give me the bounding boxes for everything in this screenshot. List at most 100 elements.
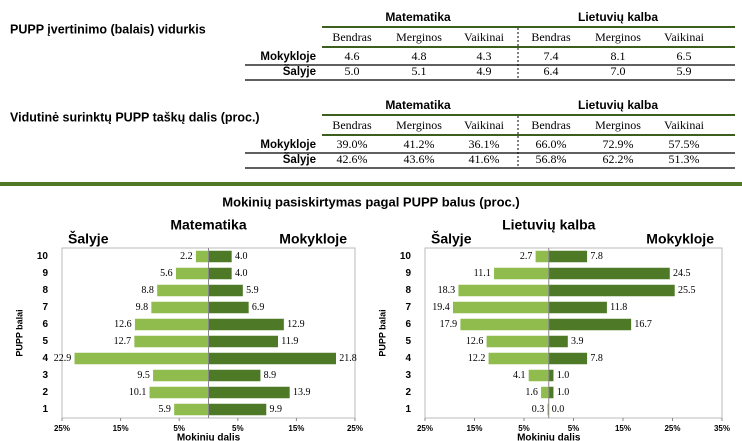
x-tick-label: 25% [347,424,363,433]
data-label: 9.8 [136,302,149,313]
cell: 7.4 [544,49,559,63]
data-label: 5.6 [160,268,173,279]
group-header: Matematika [385,98,451,112]
data-label: 12.9 [287,319,305,330]
y-tick-label: 4 [405,353,411,364]
data-label: 0.3 [532,404,545,415]
column-header: Vaikinai [664,30,705,44]
bar [452,301,549,314]
bar [488,352,549,365]
legend-label: Mokykloje [646,231,714,247]
bar [548,369,554,382]
data-label: 4.0 [235,251,248,262]
table-title: PUPP įvertinimo (balais) vidurkis [10,22,206,36]
cell: 36.1% [469,137,500,151]
bar [208,301,250,314]
column-header: Merginos [595,30,641,44]
row-label: Mokykloje [260,51,316,63]
x-tick-label: 15% [113,424,129,433]
column-header: Bendras [531,118,571,132]
data-label: 16.7 [634,319,652,330]
bar [208,369,261,382]
data-label: 2.7 [520,251,533,262]
legend-label: Šalyje [431,230,472,247]
column-header: Vaikinai [464,118,505,132]
y-tick-label: 10 [37,251,49,262]
data-label: 21.8 [339,353,357,364]
row-label: Šalyje [283,153,316,166]
bar [150,301,209,314]
bar [208,352,337,365]
data-label: 10.1 [129,387,147,398]
cell: 51.3% [669,152,700,166]
bar [208,250,233,263]
cell: 5.1 [412,64,427,78]
data-label: 17.9 [440,319,458,330]
row-label: Šalyje [283,65,316,78]
bar [486,335,550,348]
group-header: Lietuvių kalba [578,98,658,112]
column-header: Bendras [531,30,571,44]
y-tick-label: 2 [405,387,411,398]
data-label: 7.8 [590,251,603,262]
y-tick-label: 10 [400,251,412,262]
data-label: 0.0 [552,404,565,415]
bar [134,318,209,331]
cell: 41.6% [469,152,500,166]
bar [156,284,209,297]
cell: 4.9 [477,64,492,78]
y-tick-label: 3 [405,370,411,381]
bar [540,386,550,399]
x-tick-label: 15% [466,424,482,433]
bar [152,369,209,382]
cell: 8.1 [611,49,626,63]
data-label: 5.9 [246,285,259,296]
data-label: 12.6 [114,319,132,330]
y-tick-label: 1 [42,404,48,415]
chart-title: Lietuvių kalba [502,217,596,233]
data-label: 4.1 [513,370,526,381]
table-title: Vidutinė surinktų PUPP taškų dalis (proc… [10,110,260,124]
cell: 56.8% [536,152,567,166]
x-axis-label: Mokinių dalis [517,433,581,441]
data-label: 9.9 [270,404,283,415]
y-axis-label: PUPP balai [14,309,24,356]
data-label: 13.9 [293,387,311,398]
y-tick-label: 3 [42,370,48,381]
cell: 39.0% [337,137,368,151]
bar [548,386,554,399]
x-tick-label: 15% [288,424,304,433]
bar [548,250,588,263]
data-label: 19.4 [432,302,450,313]
bar [459,318,549,331]
bar [133,335,209,348]
column-header: Vaikinai [664,118,705,132]
bar [173,403,209,416]
data-label: 11.1 [474,268,491,279]
x-tick-label: 15% [615,424,631,433]
data-label: 25.5 [678,285,696,296]
data-label: 22.9 [54,353,72,364]
bar [535,250,550,263]
data-label: 12.6 [466,336,484,347]
cell: 7.0 [611,64,626,78]
data-label: 3.9 [571,336,584,347]
cell: 57.5% [669,137,700,151]
data-label: 1.6 [525,387,538,398]
y-tick-label: 8 [42,285,48,296]
y-tick-label: 7 [42,302,48,313]
data-label: 12.2 [468,353,486,364]
bar [493,267,549,280]
section-title: Mokinių pasiskirtymas pagal PUPP balus (… [222,194,519,209]
bar [548,318,632,331]
bar [208,403,267,416]
bar [175,267,209,280]
legend-label: Šalyje [68,230,109,247]
cell: 4.3 [477,49,492,63]
cell: 42.6% [337,152,368,166]
bar [74,352,209,365]
cell: 5.0 [345,64,360,78]
cell: 6.4 [544,64,559,78]
bar [208,335,279,348]
bar [149,386,209,399]
